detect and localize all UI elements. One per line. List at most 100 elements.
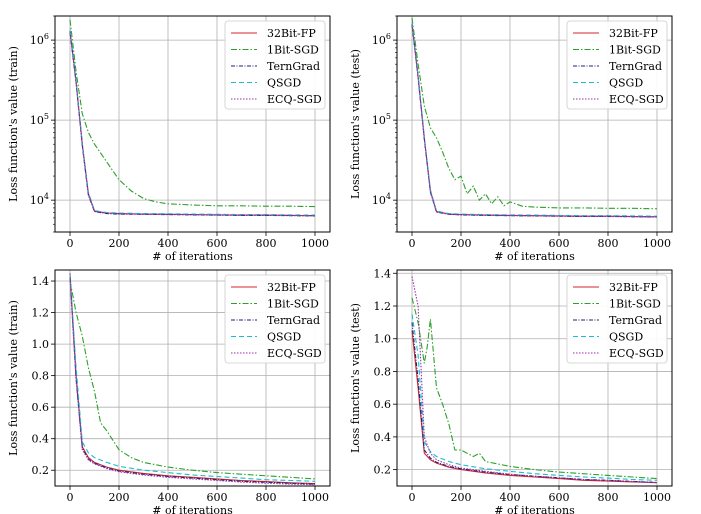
y-tick-label: 1.2: [374, 300, 392, 313]
y-axis-label: Loss function's value (train): [7, 46, 20, 202]
y-tick-label: 106: [372, 32, 391, 47]
legend-label-1bit-sgd: 1Bit-SGD: [609, 298, 661, 311]
legend-label-qsgd: QSGD: [267, 331, 301, 344]
x-axis-label: # of iterations: [494, 250, 575, 263]
legend-label-32bit-fp: 32Bit-FP: [267, 281, 316, 294]
x-tick-label: 600: [549, 237, 570, 250]
plot-frame: [396, 15, 673, 233]
plot-frame: [54, 269, 331, 487]
x-tick-label: 400: [158, 237, 179, 250]
x-tick-label: 200: [451, 237, 472, 250]
x-axis-label: # of iterations: [494, 504, 575, 514]
legend-label-qsgd: QSGD: [609, 331, 643, 344]
y-tick-label: 0.6: [32, 401, 50, 414]
x-tick-label: 0: [409, 491, 416, 504]
legend-box: [224, 20, 326, 110]
series-line-1bit-sgd: [411, 17, 658, 210]
plot-frame: [54, 15, 331, 233]
x-tick-label: 1000: [643, 237, 671, 250]
legend-label-terngrad: TernGrad: [609, 314, 662, 327]
y-tick-label: 0.4: [32, 433, 50, 446]
y-tick-label: 104: [30, 192, 49, 207]
series-line-terngrad: [411, 24, 658, 218]
series-line-32bit-fp: [69, 273, 316, 485]
y-tick-label: 0.8: [32, 370, 50, 383]
y-tick-label: 105: [372, 112, 391, 127]
x-tick-label: 600: [549, 491, 570, 504]
x-tick-label: 600: [207, 237, 228, 250]
legend: 32Bit-FP 1Bit-SGD TernGrad QSGD ECQ-SGD: [566, 274, 668, 364]
legend: 32Bit-FP 1Bit-SGD TernGrad QSGD ECQ-SGD: [224, 20, 326, 110]
x-tick-label: 400: [500, 237, 521, 250]
series-line-ecq-sgd: [69, 31, 316, 217]
legend-label-qsgd: QSGD: [609, 77, 643, 90]
series-line-qsgd: [411, 314, 658, 481]
x-tick-label: 400: [500, 491, 521, 504]
x-tick-label: 0: [67, 491, 74, 504]
y-tick-label: 106: [30, 32, 49, 47]
series-line-terngrad: [411, 322, 658, 483]
y-axis-label: Loss function's value (test): [349, 303, 362, 453]
x-tick-label: 800: [256, 237, 277, 250]
series-line-qsgd: [69, 274, 316, 482]
legend-label-32bit-fp: 32Bit-FP: [609, 281, 658, 294]
y-tick-label: 1.2: [32, 307, 50, 320]
legend-label-32bit-fp: 32Bit-FP: [609, 27, 658, 40]
x-tick-label: 200: [109, 491, 130, 504]
legend-label-ecq-sgd: ECQ-SGD: [609, 93, 664, 106]
x-axis-label: # of iterations: [152, 250, 233, 263]
y-axis-label: Loss function's value (test): [349, 49, 362, 199]
y-tick-label: 0.6: [374, 398, 392, 411]
legend-label-1bit-sgd: 1Bit-SGD: [267, 298, 319, 311]
y-tick-label: 1.0: [374, 333, 392, 346]
x-tick-label: 1000: [301, 491, 329, 504]
legend-label-1bit-sgd: 1Bit-SGD: [609, 44, 661, 57]
series-line-32bit-fp: [411, 330, 658, 484]
y-tick-label: 0.2: [32, 464, 50, 477]
y-tick-label: 1.0: [32, 338, 50, 351]
legend-label-terngrad: TernGrad: [267, 60, 320, 73]
x-tick-label: 800: [256, 491, 277, 504]
x-tick-label: 200: [451, 491, 472, 504]
legend-box: [566, 20, 668, 110]
y-tick-label: 0.8: [374, 365, 392, 378]
y-tick-label: 105: [30, 112, 49, 127]
series-line-ecq-sgd: [411, 24, 658, 218]
x-tick-label: 0: [409, 237, 416, 250]
legend-label-ecq-sgd: ECQ-SGD: [609, 347, 664, 360]
series-line-terngrad: [69, 276, 316, 485]
y-tick-label: 1.4: [32, 275, 50, 288]
plot-frame: [396, 269, 673, 487]
chart-panel-1: 0 200 400 600 800 1000 104 105 106 # of iteration…: [7, 15, 331, 263]
x-tick-label: 1000: [301, 237, 329, 250]
chart-panel-3: 0 200 400 600 800 1000 0.2 0.4 0.6 0.8 1.0 1.2 1.4 # …: [7, 269, 331, 514]
x-tick-label: 800: [598, 237, 619, 250]
x-tick-label: 400: [158, 491, 179, 504]
legend-label-qsgd: QSGD: [267, 77, 301, 90]
y-tick-label: 0.4: [374, 431, 392, 444]
legend-label-ecq-sgd: ECQ-SGD: [267, 347, 322, 360]
legend-label-32bit-fp: 32Bit-FP: [267, 27, 316, 40]
x-tick-label: 800: [598, 491, 619, 504]
legend: 32Bit-FP 1Bit-SGD TernGrad QSGD ECQ-SGD: [566, 20, 668, 110]
series-line-ecq-sgd: [411, 276, 658, 484]
x-tick-label: 600: [207, 491, 228, 504]
legend-label-1bit-sgd: 1Bit-SGD: [267, 44, 319, 57]
x-axis-label: # of iterations: [152, 504, 233, 514]
y-axis-label: Loss function's value (train): [7, 300, 20, 456]
x-tick-label: 1000: [643, 491, 671, 504]
legend-label-ecq-sgd: ECQ-SGD: [267, 93, 322, 106]
series-line-1bit-sgd: [411, 297, 658, 480]
legend-box: [566, 274, 668, 364]
y-tick-label: 0.2: [374, 464, 392, 477]
x-tick-label: 0: [67, 237, 74, 250]
series-line-qsgd: [411, 22, 658, 217]
series-line-1bit-sgd: [69, 19, 316, 208]
x-tick-label: 200: [109, 237, 130, 250]
legend-box: [224, 274, 326, 364]
y-tick-label: 1.4: [374, 267, 392, 280]
y-tick-label: 104: [372, 192, 391, 207]
chart-panel-4: 0 200 400 600 800 1000 0.2 0.4 0.6 0.8 1.0 1.2 1.4 # …: [349, 267, 673, 514]
series-line-1bit-sgd: [69, 280, 316, 480]
